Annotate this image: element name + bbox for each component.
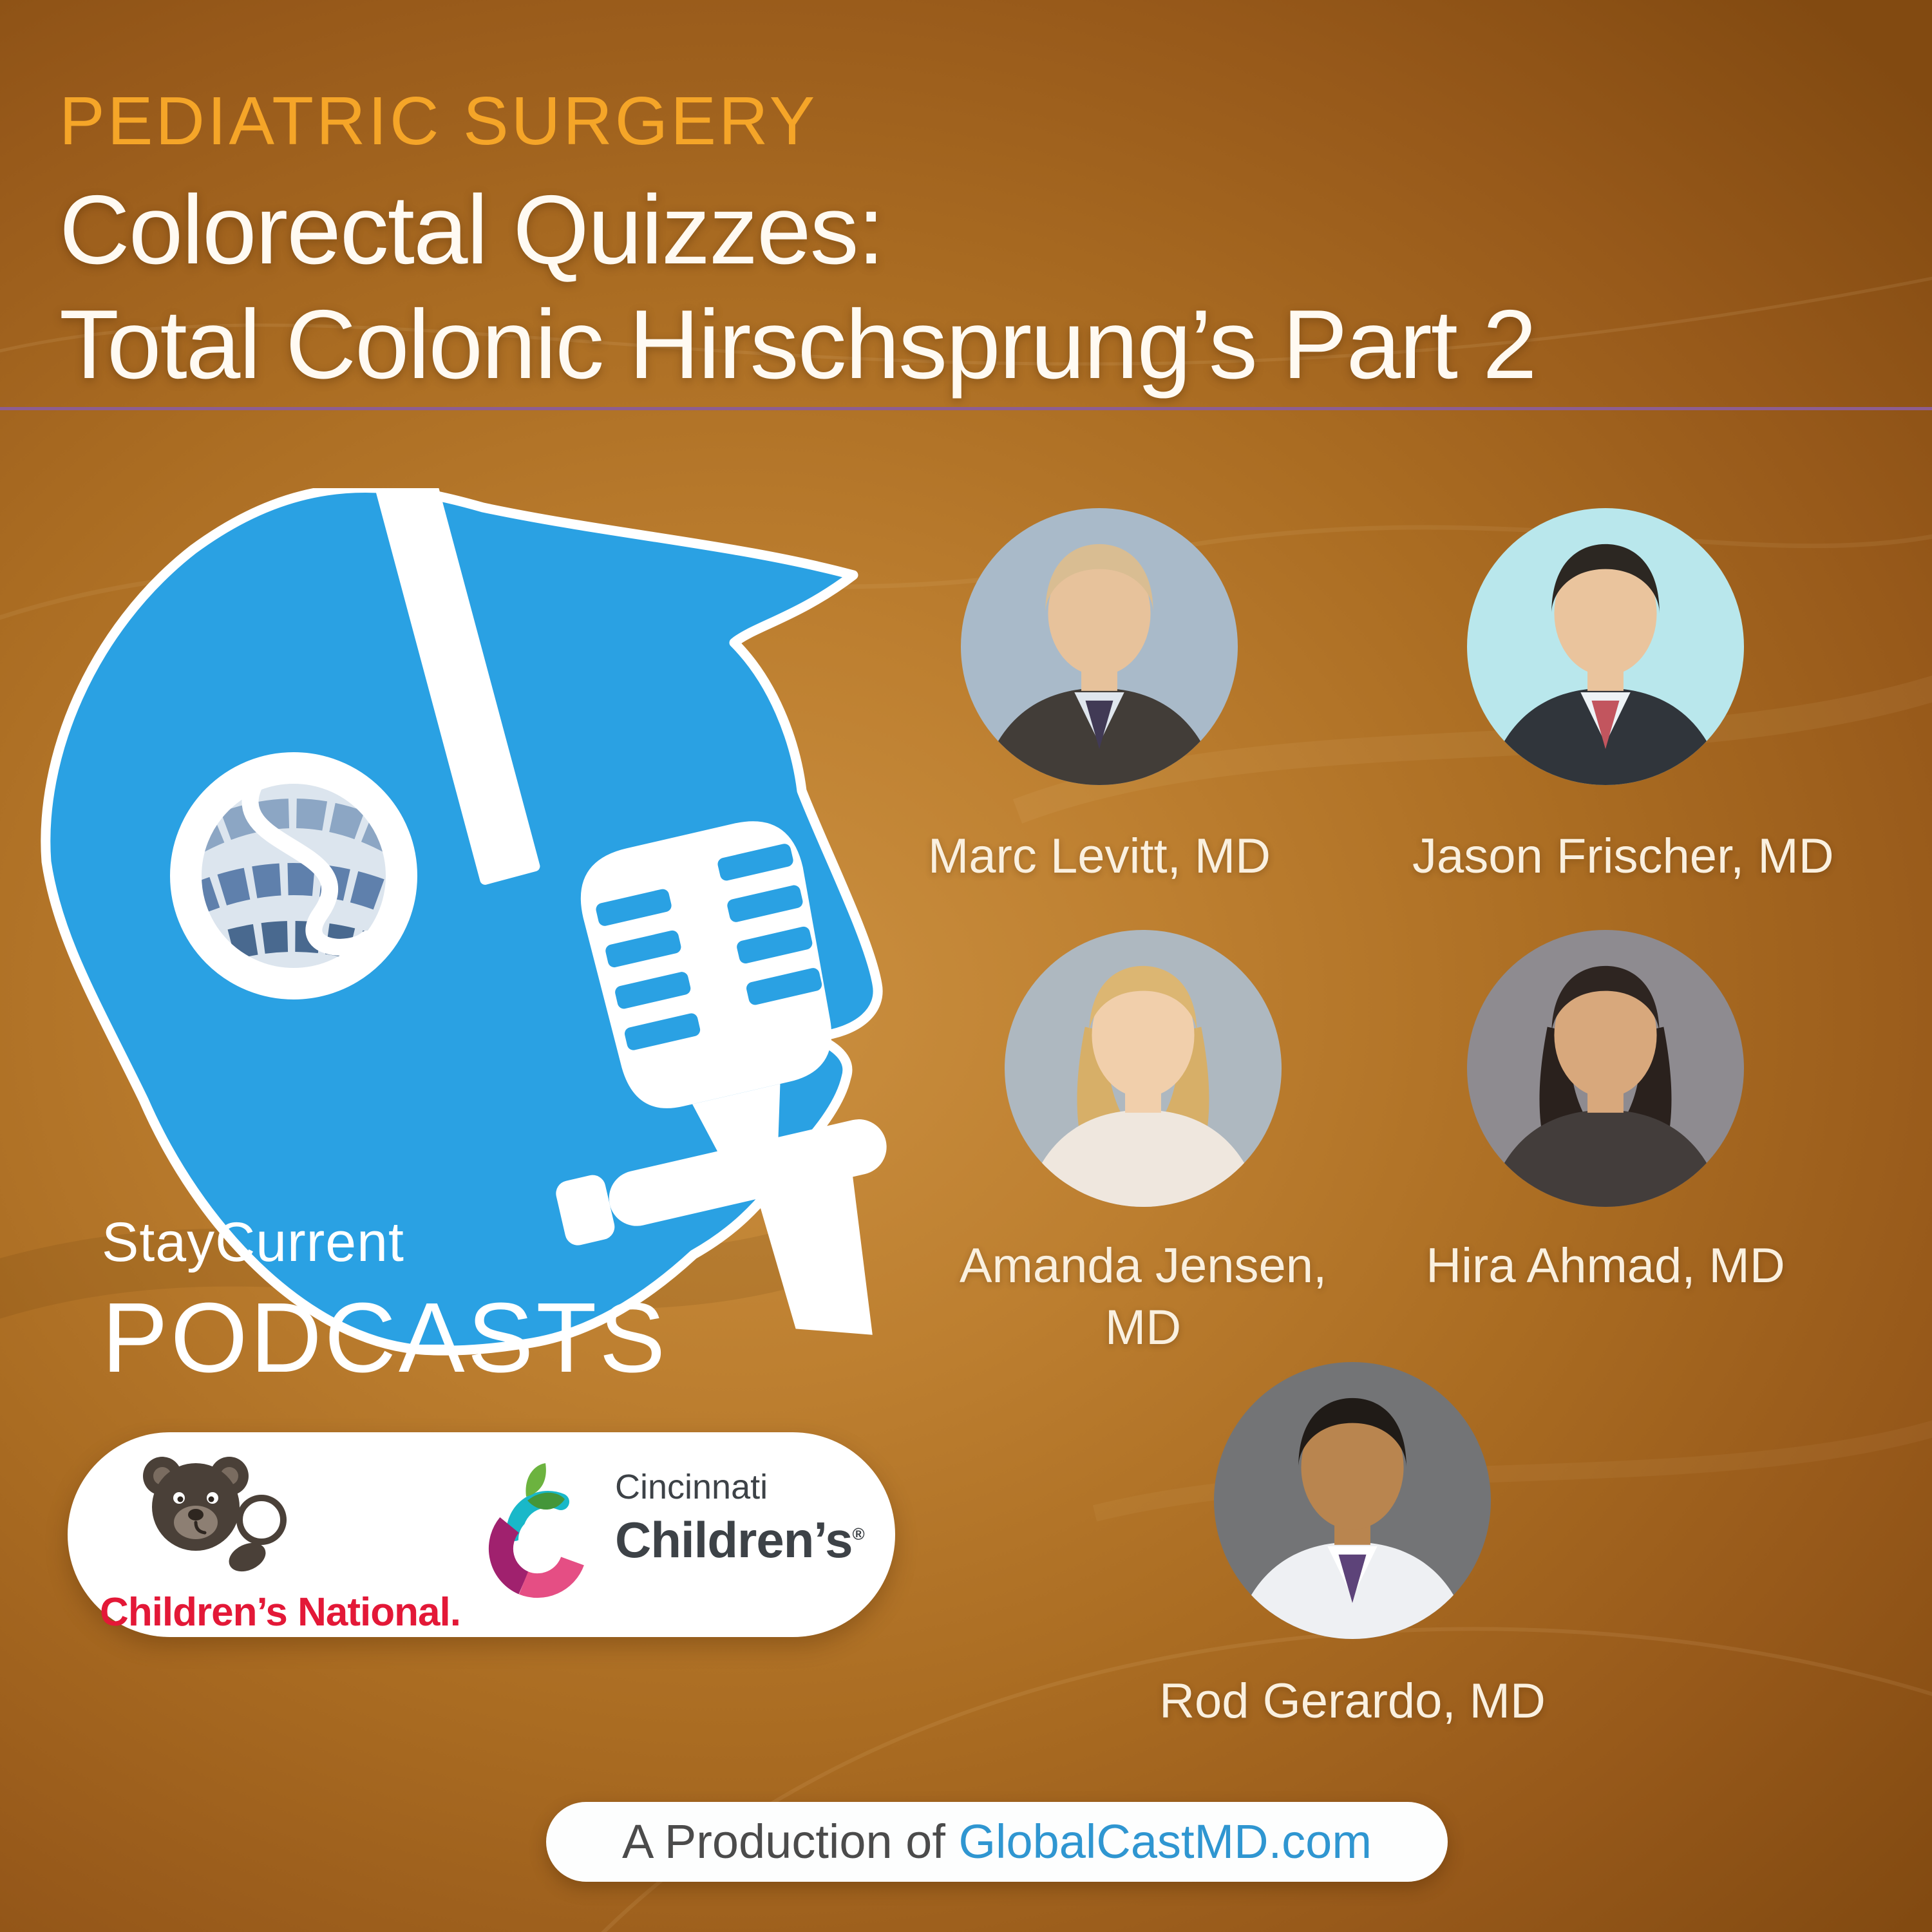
speaker-photo bbox=[961, 508, 1238, 785]
series-type: PODCASTS bbox=[102, 1282, 668, 1393]
speaker-name: Jason Frischer, MD bbox=[1412, 829, 1834, 884]
speaker-name: Hira Ahmad, MD bbox=[1426, 1238, 1785, 1293]
episode-title: Colorectal Quizzes: Total Colonic Hirsch… bbox=[59, 173, 1537, 402]
speaker-card bbox=[961, 508, 1238, 785]
speaker-photo bbox=[1467, 930, 1744, 1207]
speaker-card bbox=[1005, 930, 1282, 1207]
headphone-earcup-icon bbox=[170, 752, 417, 999]
headphone-band-icon bbox=[371, 488, 540, 885]
teddy-bear-icon bbox=[143, 1457, 287, 1572]
speaker-photo bbox=[1214, 1362, 1491, 1639]
speaker-name: Marc Levitt, MD bbox=[927, 829, 1271, 884]
podcast-head-and-mic-graphic bbox=[41, 488, 887, 1356]
production-credit-pill: A Production of GlobalCastMD.com bbox=[546, 1802, 1448, 1882]
series-wordmark: StayCurrent PODCASTS bbox=[102, 1211, 668, 1395]
registered-mark: ® bbox=[852, 1524, 865, 1544]
globalcastmd-link: GlobalCastMD.com bbox=[958, 1815, 1372, 1868]
cincinnati-childrens-logo-text: Cincinnati Children’s® bbox=[615, 1467, 865, 1569]
cincinnati-word: Cincinnati bbox=[615, 1468, 768, 1506]
childrens-word: Children’s® bbox=[615, 1511, 865, 1568]
category-label: PEDIATRIC SURGERY bbox=[59, 83, 818, 159]
cincinnati-childrens-swirl-icon bbox=[488, 1463, 584, 1598]
speaker-photo bbox=[1005, 930, 1282, 1207]
episode-title-line2: Total Colonic Hirschsprung’s Part 2 bbox=[59, 290, 1537, 399]
hospital-logos-pill: Children’s National. Cincinnati Children… bbox=[68, 1432, 895, 1637]
head-silhouette-icon bbox=[41, 488, 883, 1356]
speaker-card bbox=[1467, 508, 1744, 785]
series-name: StayCurrent bbox=[102, 1211, 404, 1273]
speaker-card bbox=[1214, 1362, 1491, 1639]
production-credit-text: A Production of bbox=[622, 1815, 959, 1868]
episode-title-line1: Colorectal Quizzes: bbox=[59, 175, 885, 285]
speaker-name: Rod Gerardo, MD bbox=[1159, 1674, 1546, 1728]
globe-icon bbox=[190, 772, 397, 980]
childrens-national-logo-text: Children’s National. bbox=[100, 1590, 461, 1634]
speaker-card bbox=[1467, 930, 1744, 1207]
microphone-icon bbox=[556, 821, 887, 1335]
speaker-name: Amanda Jensen, MD bbox=[959, 1238, 1327, 1355]
purple-divider bbox=[0, 407, 1932, 410]
speaker-photo bbox=[1467, 508, 1744, 785]
